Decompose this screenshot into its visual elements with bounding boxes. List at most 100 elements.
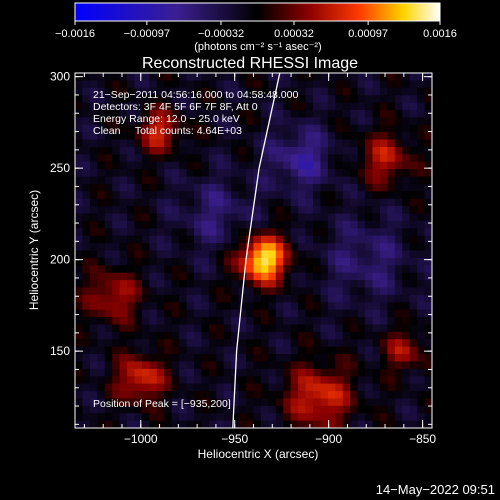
heatmap-cell xyxy=(365,398,373,407)
heatmap-cell xyxy=(365,95,373,103)
heatmap-cell xyxy=(350,309,359,318)
heatmap-cell xyxy=(402,191,411,200)
heatmap-cell xyxy=(208,339,217,348)
heatmap-cell xyxy=(372,368,381,377)
heatmap-cell xyxy=(238,354,247,362)
heatmap-cell xyxy=(350,235,359,244)
heatmap-cell xyxy=(402,250,411,259)
heatmap-cell xyxy=(164,339,173,348)
heatmap-cell xyxy=(89,317,98,325)
heatmap-cell xyxy=(223,206,232,214)
heatmap-cell xyxy=(246,80,254,89)
heatmap-cell xyxy=(171,368,180,377)
heatmap-cell xyxy=(350,317,359,325)
heatmap-cell xyxy=(194,183,202,192)
heatmap-cell xyxy=(417,95,425,103)
heatmap-cell xyxy=(320,317,329,325)
heatmap-cell xyxy=(387,309,396,318)
heatmap-cell xyxy=(260,309,269,318)
heatmap-cell xyxy=(320,331,329,340)
heatmap-cell xyxy=(238,250,247,259)
heatmap-cell xyxy=(335,272,344,281)
heatmap-cell xyxy=(119,132,128,140)
heatmap-cell xyxy=(268,228,277,237)
heatmap-cell xyxy=(372,206,381,214)
heatmap-cell xyxy=(141,383,150,392)
heatmap-cell xyxy=(275,183,284,192)
heatmap-cell xyxy=(171,117,180,126)
heatmap-cell xyxy=(327,213,336,222)
heatmap-cell xyxy=(171,257,180,266)
heatmap-cell xyxy=(194,235,202,244)
heatmap-cell xyxy=(97,420,106,428)
heatmap-cell xyxy=(424,391,432,399)
heatmap-cell xyxy=(194,73,202,81)
heatmap-cell xyxy=(409,354,418,362)
heatmap-cell xyxy=(387,317,396,325)
heatmap-cell xyxy=(313,220,321,229)
heatmap-cell xyxy=(231,220,240,229)
heatmap-cell xyxy=(283,124,292,133)
heatmap-cell xyxy=(298,146,306,155)
heatmap-cell xyxy=(357,302,366,311)
heatmap-cell xyxy=(238,420,247,428)
heatmap-cell xyxy=(379,354,388,362)
heatmap-cell xyxy=(327,331,336,340)
heatmap-cell xyxy=(372,73,381,81)
heatmap-cell xyxy=(201,73,210,81)
heatmap-cell xyxy=(417,124,425,133)
heatmap-cell xyxy=(171,183,180,192)
heatmap-cell xyxy=(89,191,98,200)
heatmap-cell xyxy=(350,228,359,237)
info-annotations: 21−Sep−2011 04:56:16.000 to 04:58:48.000… xyxy=(93,89,298,137)
heatmap-cell xyxy=(313,250,321,259)
y-tick-label: 300 xyxy=(50,70,70,84)
heatmap-cell xyxy=(231,213,240,222)
heatmap-cell xyxy=(305,132,314,140)
heatmap-cell xyxy=(134,87,143,96)
heatmap-cell xyxy=(350,87,359,96)
heatmap-cell xyxy=(89,73,98,81)
heatmap-cell xyxy=(164,317,173,325)
heatmap-cell xyxy=(238,405,247,414)
heatmap-cell xyxy=(89,87,98,96)
heatmap-cell xyxy=(149,376,158,385)
heatmap-cell xyxy=(89,383,98,392)
heatmap-cell xyxy=(104,169,113,177)
heatmap-cell xyxy=(387,117,396,126)
heatmap-cell xyxy=(149,309,158,318)
heatmap-cell xyxy=(268,376,277,385)
heatmap-cell xyxy=(216,124,225,133)
heatmap-cell xyxy=(409,280,418,288)
heatmap-cell xyxy=(357,368,366,377)
heatmap-cell xyxy=(156,265,165,274)
heatmap-cell xyxy=(127,376,135,385)
heatmap-cell xyxy=(313,117,321,126)
heatmap-cell xyxy=(164,109,173,118)
heatmap-cell xyxy=(75,354,83,362)
heatmap-cell xyxy=(141,324,150,333)
heatmap-cell xyxy=(104,354,113,362)
heatmap-cell xyxy=(75,324,83,333)
heatmap-cell xyxy=(186,243,195,251)
heatmap-cell xyxy=(246,309,254,318)
heatmap-cell xyxy=(164,368,173,377)
heatmap-cell xyxy=(372,280,381,288)
heatmap-cell xyxy=(82,154,91,163)
heatmap-cell xyxy=(201,265,210,274)
heatmap-cell xyxy=(112,257,121,266)
heatmap-cell xyxy=(231,309,240,318)
heatmap-cell xyxy=(409,383,418,392)
heatmap-cell xyxy=(75,398,83,407)
heatmap-cell xyxy=(342,124,351,133)
heatmap-cell xyxy=(402,154,411,163)
heatmap-cell xyxy=(97,176,106,185)
heatmap-cell xyxy=(149,169,158,177)
heatmap-cell xyxy=(372,146,381,155)
heatmap-cell xyxy=(246,265,254,274)
heatmap-cell xyxy=(379,161,388,170)
heatmap-cell xyxy=(194,302,202,311)
heatmap-cell xyxy=(387,95,396,103)
heatmap-cell xyxy=(305,272,314,281)
heatmap-cell xyxy=(350,346,359,355)
